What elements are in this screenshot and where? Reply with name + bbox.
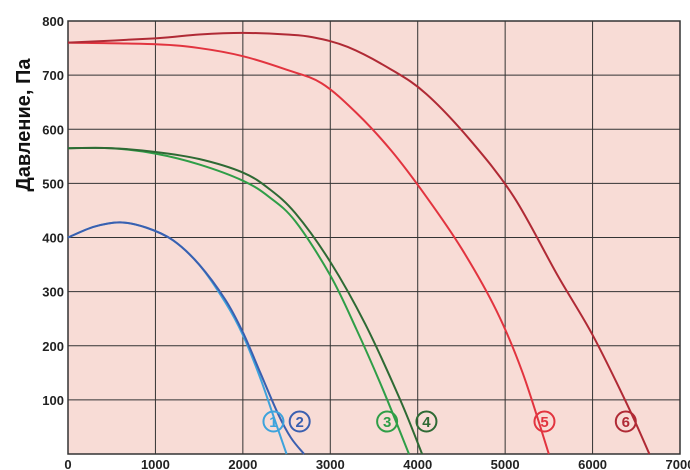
x-tick-label: 6000 (578, 457, 607, 470)
marker-4: 4 (415, 410, 438, 433)
marker-5: 5 (533, 410, 556, 433)
x-axis-ticks: 0 1000 2000 3000 4000 5000 6000 7000 (64, 457, 690, 470)
y-tick-label: 500 (42, 176, 64, 191)
curve-2 (67, 221, 305, 455)
grid-lines (67, 20, 681, 455)
marker-1: 1 (262, 410, 285, 433)
y-tick-label: 300 (42, 285, 64, 300)
marker-label: 1 (269, 414, 277, 431)
marker-circle (262, 410, 285, 433)
x-tick-label: 0 (64, 457, 71, 470)
curve-3 (67, 146, 410, 455)
x-tick-label: 2000 (228, 457, 257, 470)
marker-label: 3 (383, 414, 391, 431)
marker-circle (533, 410, 556, 433)
marker-label: 2 (296, 414, 304, 431)
marker-circle (376, 410, 399, 433)
y-tick-label: 700 (42, 68, 64, 83)
y-tick-label: 800 (42, 14, 64, 29)
marker-3: 3 (376, 410, 399, 433)
marker-label: 5 (540, 414, 548, 431)
marker-2: 2 (288, 410, 311, 433)
x-tick-label: 3000 (316, 457, 345, 470)
y-tick-label: 600 (42, 122, 64, 137)
curve-5 (67, 41, 550, 455)
y-tick-label: 400 (42, 231, 64, 246)
y-tick-label: 200 (42, 339, 64, 354)
marker-6: 6 (614, 410, 637, 433)
performance-curves (67, 31, 651, 455)
x-tick-label: 5000 (491, 457, 520, 470)
x-tick-label: 4000 (403, 457, 432, 470)
x-tick-label: 7000 (666, 457, 690, 470)
marker-circle (415, 410, 438, 433)
marker-circle (614, 410, 637, 433)
y-axis-label: Давление, Па (13, 58, 35, 192)
marker-label: 4 (422, 414, 431, 431)
marker-circle (288, 410, 311, 433)
y-tick-label: 100 (42, 393, 64, 408)
curve-4 (67, 146, 424, 455)
x-tick-label: 1000 (141, 457, 170, 470)
curve-markers: 1 2 3 4 5 6 (262, 410, 637, 433)
marker-label: 6 (622, 414, 630, 431)
y-axis-ticks: 100 200 300 400 500 600 700 800 (42, 14, 64, 408)
curve-6 (67, 31, 651, 455)
